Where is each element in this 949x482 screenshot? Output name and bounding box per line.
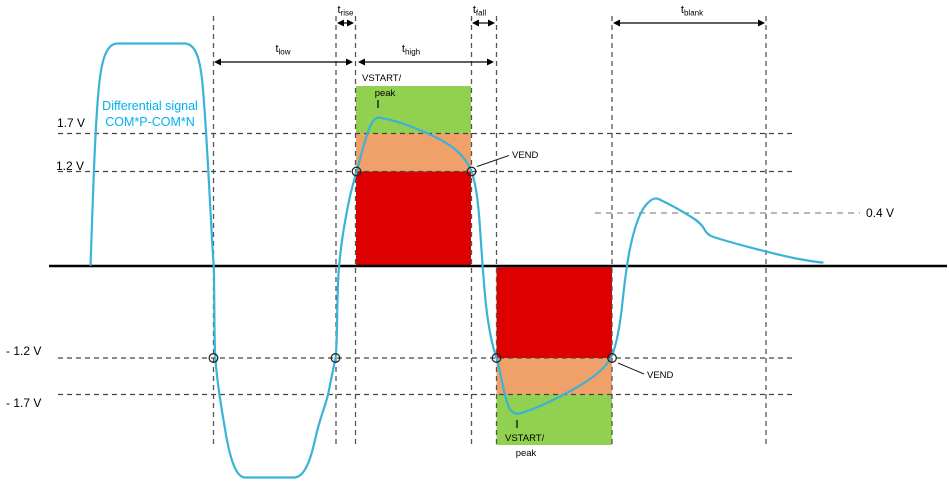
t-fall-arrow xyxy=(472,19,495,27)
t-rise-arrow xyxy=(337,19,354,27)
crossing-circle-vend-top xyxy=(466,166,477,177)
t-blank-sub: blank xyxy=(684,9,704,18)
voltage-label-pos-1p7: 1.7 V xyxy=(57,116,85,130)
vend-bottom-pointer-line xyxy=(617,362,645,375)
vend-bottom-label: VEND xyxy=(647,370,674,381)
crossing-circle-vstart-top xyxy=(351,166,362,177)
t-high-arrow xyxy=(358,58,494,66)
zone-green-bottom xyxy=(496,394,612,445)
t-rise-arrowhead-left xyxy=(337,19,344,27)
t-fall-arrowhead-left xyxy=(472,19,479,27)
t-high-arrowhead-right xyxy=(487,58,494,66)
voltage-label-neg-1p7: - 1.7 V xyxy=(6,396,41,410)
crossing-circle-vend-bottom xyxy=(607,353,617,363)
crossing-circle-vstart-bottom xyxy=(491,353,502,363)
t-low-sub: low xyxy=(279,48,291,57)
t-fall-base: t xyxy=(473,4,476,16)
signal-name-line2: COM*P-COM*N xyxy=(105,115,195,129)
signal-name-line1: Differential signal xyxy=(102,99,198,113)
t-blank-arrowhead-left xyxy=(613,19,620,27)
crossing-circle-tlow-end xyxy=(330,353,341,363)
t-rise-sub: rise xyxy=(341,9,354,18)
t-blank-arrowhead-right xyxy=(758,19,765,27)
t-high-label: thigh xyxy=(402,43,420,57)
voltage-label-pos-0p4: 0.4 V xyxy=(866,206,894,220)
t-rise-label: trise xyxy=(338,4,355,18)
vstart-bottom-peak-label: peak xyxy=(516,448,537,459)
vstart-bottom-label: VSTART/ xyxy=(505,433,545,444)
t-high-arrowhead-left xyxy=(358,58,365,66)
vstart-top-peak-label: peak xyxy=(375,88,396,99)
t-fall-arrowhead-right xyxy=(488,19,495,27)
vstart-zone-top xyxy=(356,86,471,265)
t-blank-arrow xyxy=(613,19,765,27)
t-low-base: t xyxy=(275,43,278,55)
vend-top-label: VEND xyxy=(512,150,539,161)
zone-red-bottom xyxy=(496,267,612,358)
zone-green-top xyxy=(356,86,471,134)
vstart-zone-bottom xyxy=(496,267,612,445)
t-blank-base: t xyxy=(681,4,684,16)
crossing-circle-tlow-start xyxy=(208,353,219,363)
t-high-base: t xyxy=(402,43,405,55)
t-blank-label: tblank xyxy=(681,4,704,18)
voltage-label-neg-1p2: - 1.2 V xyxy=(6,344,41,358)
differential-signal-curve xyxy=(89,42,824,479)
t-low-arrowhead-right xyxy=(346,58,353,66)
t-fall-sub: fall xyxy=(476,9,486,18)
t-low-arrow xyxy=(214,58,353,66)
vstart-top-label: VSTART/ xyxy=(362,73,402,84)
zone-red-top xyxy=(356,171,471,265)
t-rise-arrowhead-right xyxy=(347,19,354,27)
t-rise-base: t xyxy=(338,4,341,16)
vend-top-pointer-line xyxy=(476,155,510,167)
t-high-sub: high xyxy=(405,48,420,57)
zone-orange-top xyxy=(356,133,471,172)
t-low-arrowhead-left xyxy=(214,58,221,66)
t-low-label: tlow xyxy=(275,43,290,57)
voltage-label-pos-1p2: 1.2 V xyxy=(56,159,84,173)
t-fall-label: tfall xyxy=(473,4,487,18)
